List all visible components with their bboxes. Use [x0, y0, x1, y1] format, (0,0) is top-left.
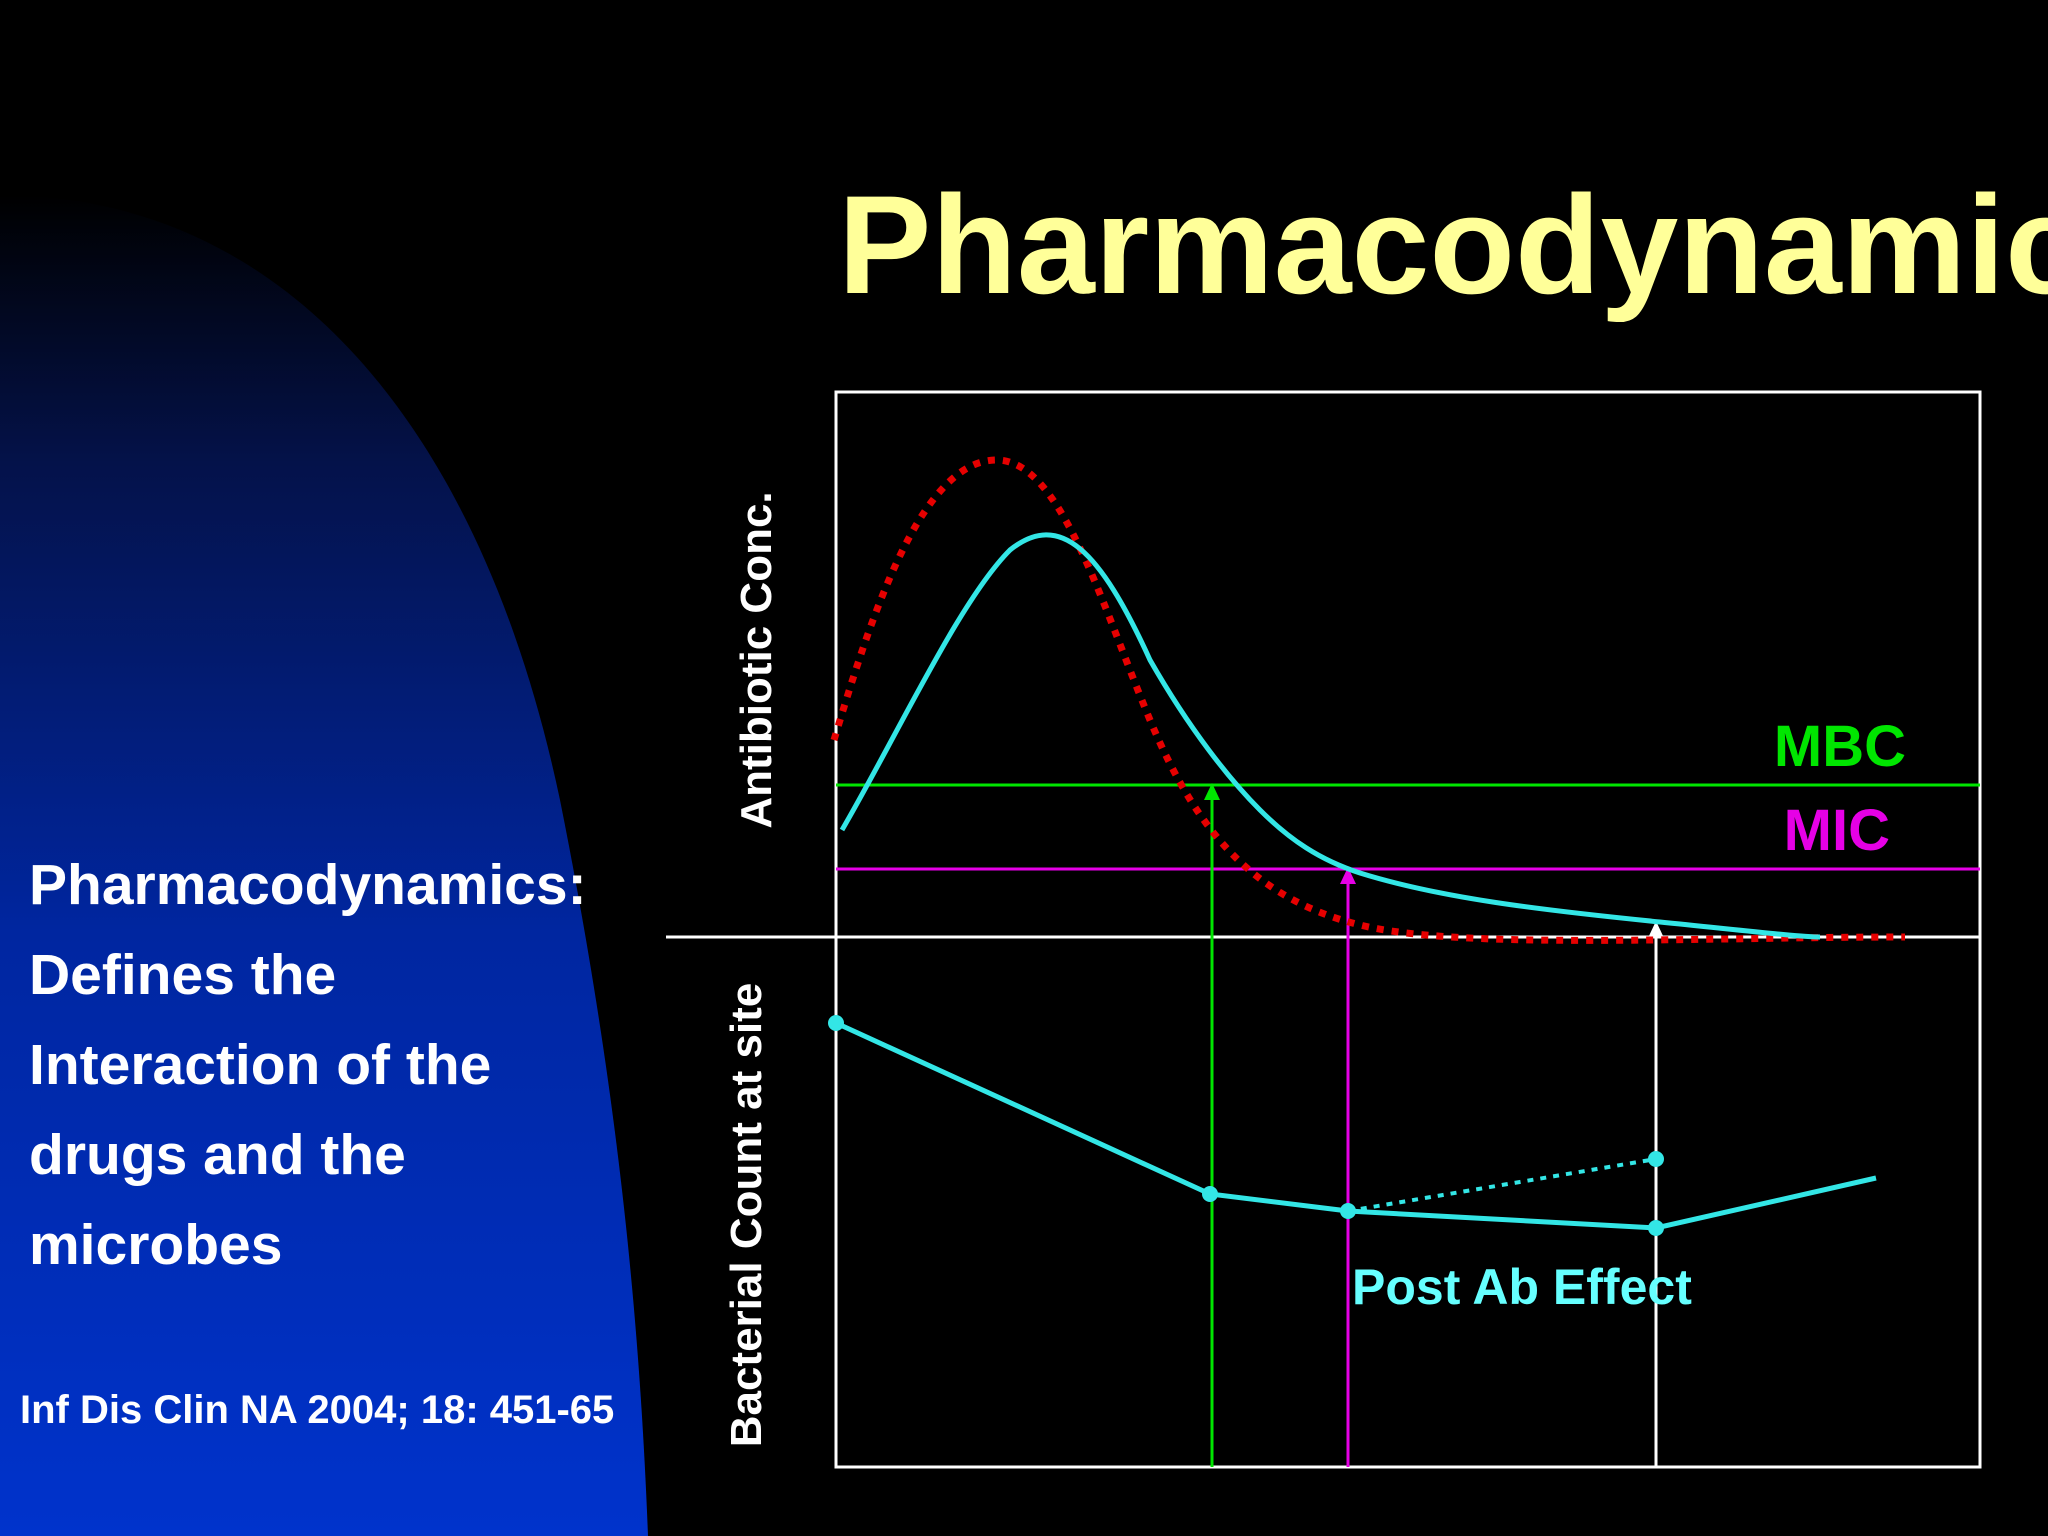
bacterial-count-point [1202, 1186, 1218, 1202]
side-line: Interaction of the [29, 1033, 492, 1097]
bacterial-count-point [1648, 1220, 1664, 1236]
side-line: drugs and the [29, 1123, 406, 1187]
slide-title: Pharmacodynamics [838, 166, 2048, 323]
bacterial-count-point [828, 1015, 844, 1031]
regrowth-dotted-line [1347, 1157, 1657, 1213]
side-line: Pharmacodynamics: [29, 853, 587, 917]
post-effect-label: Post Ab Effect [1352, 1259, 1692, 1315]
mbc-label: MBC [1774, 714, 1906, 779]
side-description: Pharmacodynamics: Defines the Interactio… [29, 840, 589, 1290]
y-axis-bottom-label: Bacterial Count at site [722, 983, 771, 1448]
cyan-concentration-curve [839, 532, 1821, 940]
plot-frame [834, 390, 1982, 1469]
red-dotted-concentration-curve [830, 456, 1906, 944]
mic-label: MIC [1784, 798, 1890, 863]
side-line: microbes [29, 1213, 283, 1277]
post-effect-arrowhead [1648, 921, 1664, 938]
bacterial-count-point [1340, 1203, 1356, 1219]
regrowth-point [1648, 1151, 1664, 1167]
side-line: Defines the [29, 943, 337, 1007]
y-axis-top-label: Antibiotic Conc. [732, 491, 781, 828]
mbc-arrowhead [1204, 783, 1220, 800]
mic-arrowhead [1340, 867, 1356, 884]
bacterial-count-line [834, 1020, 1877, 1231]
citation: Inf Dis Clin NA 2004; 18: 451-65 [20, 1388, 615, 1432]
